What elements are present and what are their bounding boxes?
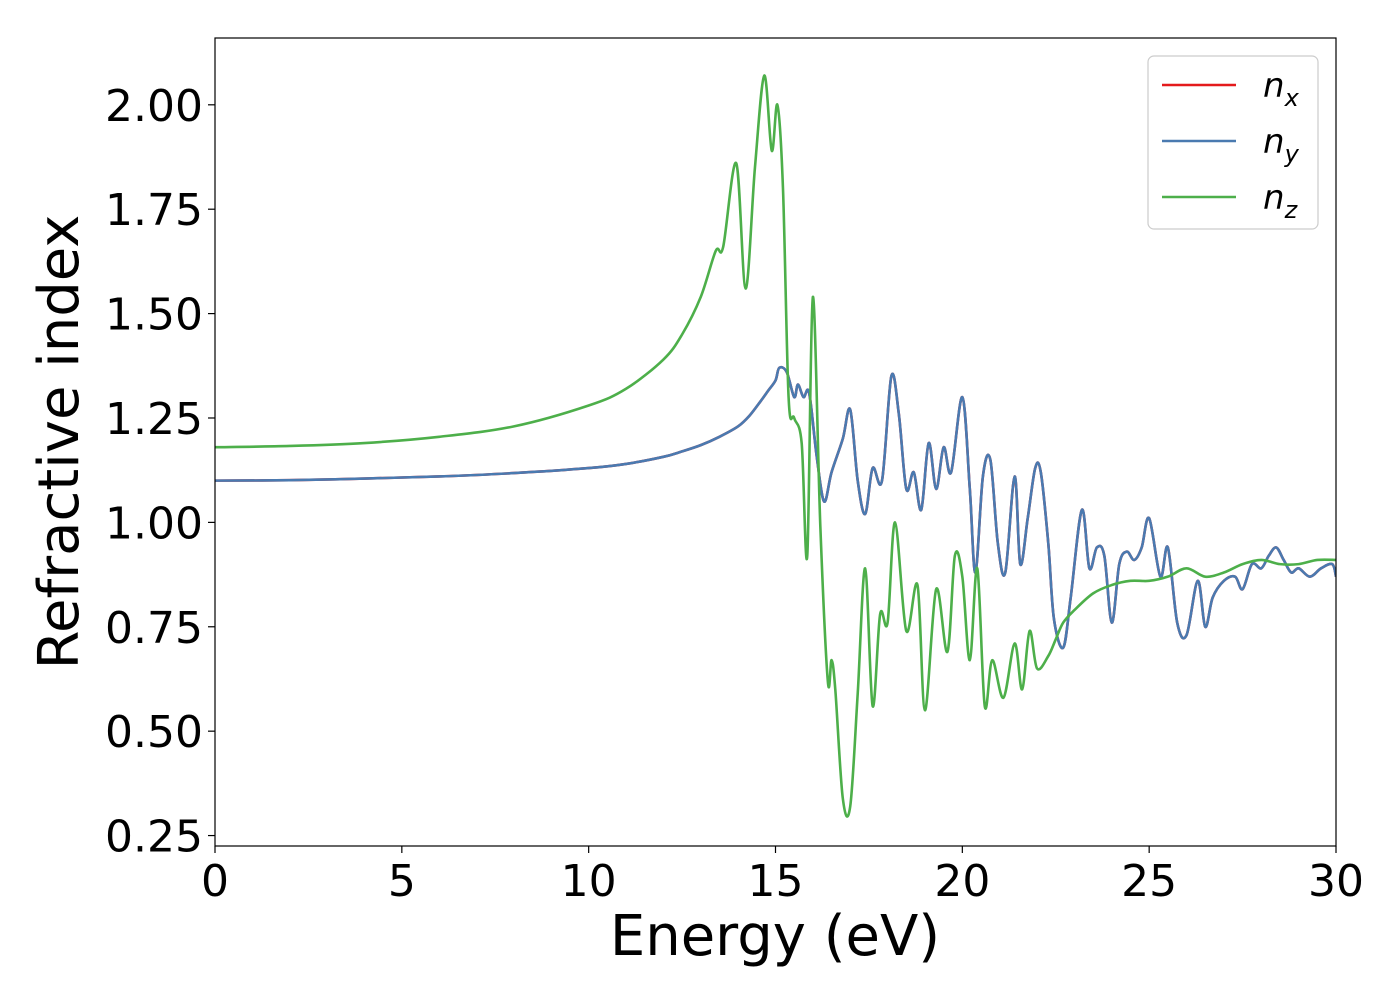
y-tick-label: 0.50 <box>105 707 203 758</box>
x-tick-label: 15 <box>748 856 804 907</box>
x-tick-label: 25 <box>1121 856 1177 907</box>
x-tick-label: 10 <box>561 856 617 907</box>
y-tick-label: 0.75 <box>105 603 203 654</box>
legend-label-ny: ny <box>1263 122 1300 168</box>
legend-label-nz: nz <box>1263 178 1299 224</box>
legend-entries: nx ny nz <box>1162 66 1300 224</box>
y-axis: 0.25 0.50 0.75 1.00 1.25 1.50 1.75 2.00 <box>105 81 215 863</box>
y-axis-title: Refractive index <box>27 215 92 670</box>
x-tick-label: 30 <box>1308 856 1364 907</box>
x-tick-label: 5 <box>388 856 416 907</box>
legend-label-nx: nx <box>1263 66 1300 112</box>
x-axis-title: Energy (eV) <box>610 904 940 969</box>
x-tick-label: 20 <box>934 856 990 907</box>
series-line-nz <box>215 74 1336 818</box>
y-tick-label: 1.25 <box>105 394 203 445</box>
legend-box <box>1147 55 1319 230</box>
y-tick-label: 2.00 <box>105 81 203 132</box>
y-tick-label: 0.25 <box>105 812 203 863</box>
legend: nx ny nz <box>1147 55 1319 230</box>
y-tick-label: 1.50 <box>105 290 203 341</box>
y-tick-label: 1.00 <box>105 498 203 549</box>
y-tick-label: 1.75 <box>105 185 203 236</box>
x-tick-label: 0 <box>201 856 229 907</box>
plot-lines <box>215 74 1336 818</box>
series-line-ny <box>215 365 1336 650</box>
x-axis: 0 5 10 15 20 25 30 <box>201 846 1364 907</box>
